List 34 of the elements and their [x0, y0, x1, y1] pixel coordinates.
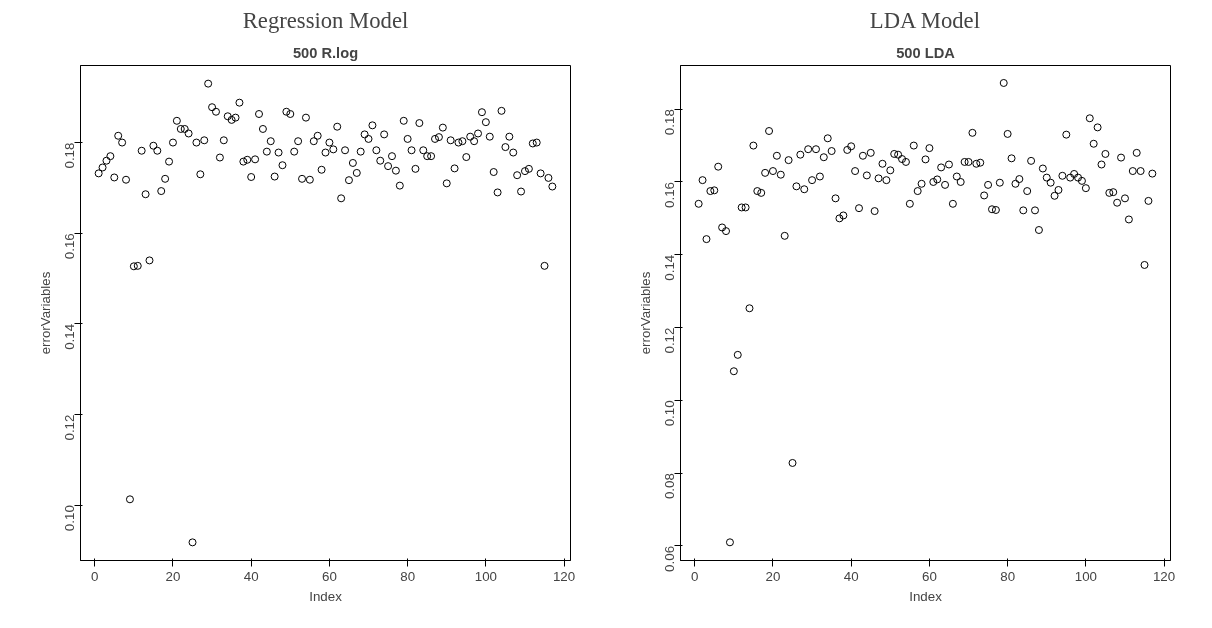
x-tick-label: 40 — [243, 568, 259, 584]
y-axis-title: errorVariables — [637, 271, 653, 355]
x-tick-label: 120 — [1152, 568, 1176, 584]
x-axis-title: Index — [309, 588, 343, 604]
chart-title: Regression Model — [242, 7, 409, 33]
y-tick-label: 0.16 — [62, 233, 77, 260]
x-tick-label: 0 — [691, 568, 699, 584]
y-tick-label: 0.18 — [662, 109, 677, 136]
x-tick-label: 40 — [843, 568, 859, 584]
y-tick-label: 0.12 — [62, 414, 77, 441]
y-tick-label: 0.08 — [662, 473, 677, 500]
x-tick-label: 20 — [165, 568, 181, 584]
x-tick-label: 120 — [552, 568, 576, 584]
x-tick-label: 100 — [1074, 568, 1097, 584]
x-axis-title: Index — [909, 588, 943, 604]
y-axis-title: errorVariables — [37, 271, 53, 355]
y-tick-label: 0.18 — [62, 142, 77, 169]
x-tick-label: 0 — [91, 568, 99, 584]
y-tick-label: 0.16 — [662, 181, 677, 208]
y-tick-label: 0.10 — [62, 505, 77, 532]
y-tick-label: 0.14 — [662, 254, 677, 281]
y-tick-label: 0.12 — [662, 327, 677, 354]
x-tick-label: 80 — [1000, 568, 1016, 584]
x-tick-label: 80 — [400, 568, 416, 584]
y-tick-label: 0.14 — [62, 323, 77, 350]
chart-subtitle: 500 R.log — [292, 44, 359, 61]
chart-subtitle: 500 LDA — [896, 44, 956, 61]
x-tick-label: 100 — [474, 568, 497, 584]
y-tick-label: 0.10 — [662, 400, 677, 427]
x-tick-label: 60 — [922, 568, 937, 584]
x-tick-label: 60 — [322, 568, 337, 584]
y-tick-label: 0.06 — [662, 545, 677, 572]
chart-title: LDA Model — [869, 7, 980, 33]
x-tick-label: 20 — [765, 568, 781, 584]
